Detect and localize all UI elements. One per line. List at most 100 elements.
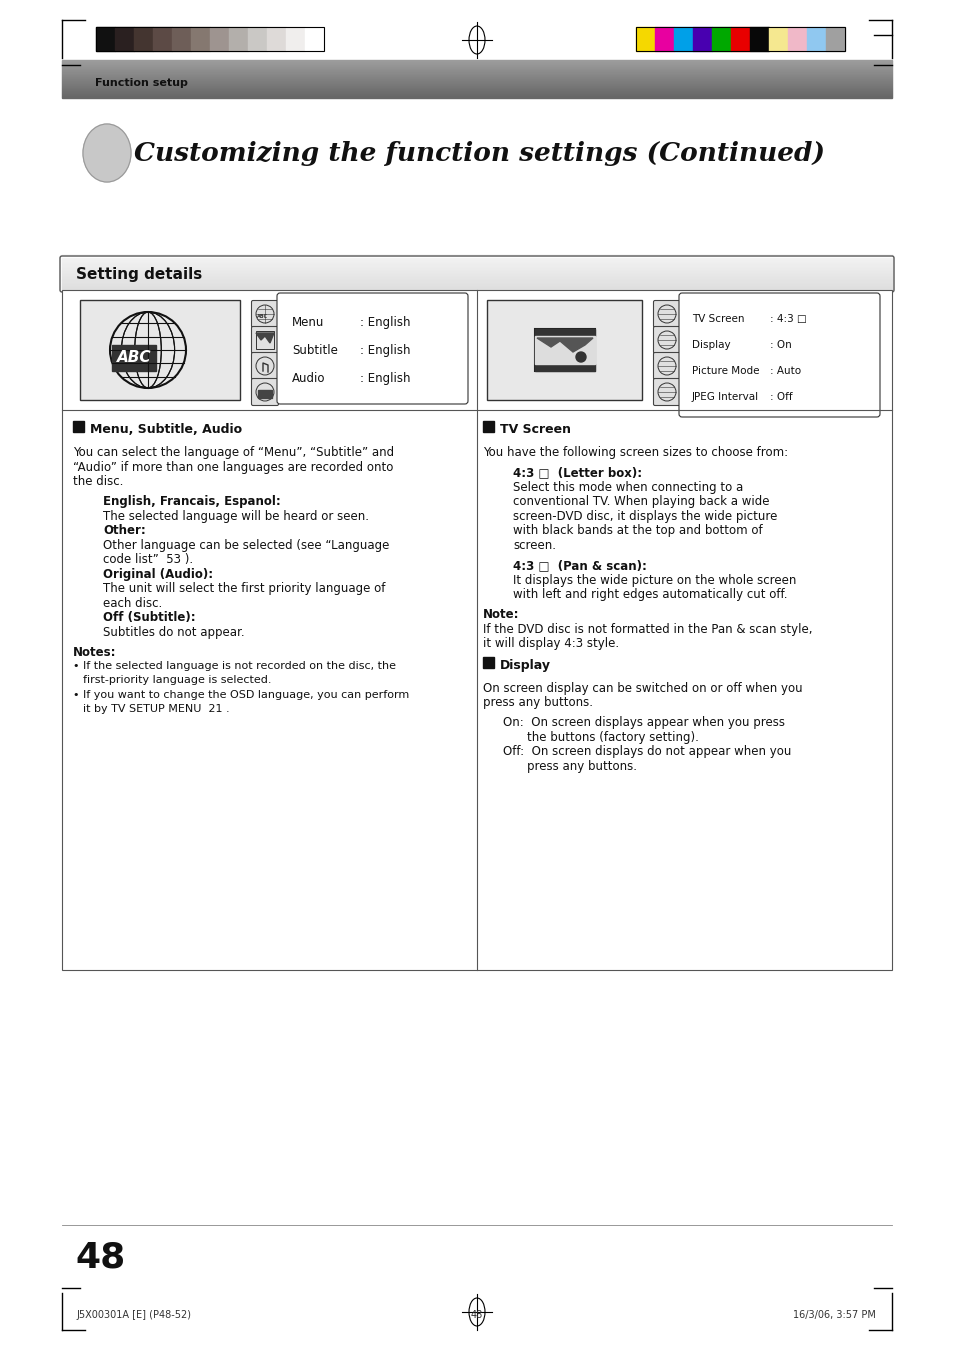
Text: “Audio” if more than one languages are recorded onto: “Audio” if more than one languages are r… (73, 461, 393, 473)
Bar (535, 330, 595, 372)
Text: screen-DVD disc, it displays the wide picture: screen-DVD disc, it displays the wide pi… (513, 509, 777, 523)
Text: with black bands at the top and bottom of: with black bands at the top and bottom o… (513, 524, 761, 538)
Text: Other:: Other: (103, 524, 146, 538)
Text: Function setup: Function setup (95, 78, 188, 88)
Bar (172, 27, 191, 51)
Text: each disc.: each disc. (103, 597, 162, 609)
Text: English, Francais, Espanol:: English, Francais, Espanol: (103, 496, 280, 508)
Text: with left and right edges automatically cut off.: with left and right edges automatically … (513, 588, 786, 601)
Circle shape (576, 353, 585, 362)
Bar (133, 27, 152, 51)
Bar (825, 27, 844, 51)
Text: J5X00301A [E] (P48-52): J5X00301A [E] (P48-52) (76, 1310, 191, 1320)
Text: Off (Subtitle):: Off (Subtitle): (103, 611, 195, 624)
Text: the buttons (factory setting).: the buttons (factory setting). (526, 731, 699, 744)
Text: The selected language will be heard or seen.: The selected language will be heard or s… (103, 509, 369, 523)
Text: TV Screen: TV Screen (691, 313, 743, 324)
FancyBboxPatch shape (276, 293, 468, 404)
Bar (673, 27, 692, 51)
Text: On:  On screen displays appear when you press: On: On screen displays appear when you p… (502, 716, 784, 730)
Text: code list”  53 ).: code list” 53 ). (103, 554, 193, 566)
Text: Customizing the function settings (Continued): Customizing the function settings (Conti… (133, 141, 824, 166)
Bar (210, 27, 229, 51)
Text: ABC: ABC (116, 350, 152, 366)
Text: Subtitles do not appear.: Subtitles do not appear. (103, 626, 244, 639)
Text: Select this mode when connecting to a: Select this mode when connecting to a (513, 481, 742, 494)
Text: first-priority language is selected.: first-priority language is selected. (83, 676, 272, 685)
Text: Original (Audio):: Original (Audio): (103, 567, 213, 581)
Bar (152, 27, 172, 51)
Text: the disc.: the disc. (73, 476, 123, 488)
Bar (73, 422, 84, 432)
Bar (80, 300, 240, 400)
Bar (535, 330, 595, 336)
FancyBboxPatch shape (653, 300, 679, 327)
Polygon shape (255, 332, 274, 343)
Text: JPEG Interval: JPEG Interval (691, 392, 759, 403)
Text: press any buttons.: press any buttons. (482, 696, 593, 709)
Bar (482, 657, 494, 667)
Text: Display: Display (499, 659, 551, 671)
Text: : English: : English (359, 372, 410, 385)
Bar (257, 390, 272, 399)
FancyBboxPatch shape (653, 327, 679, 354)
Text: it will display 4:3 style.: it will display 4:3 style. (482, 638, 618, 650)
Text: You can select the language of “Menu”, “Subtitle” and: You can select the language of “Menu”, “… (73, 446, 394, 459)
Bar (229, 27, 248, 51)
Bar (96, 27, 324, 51)
Text: press any buttons.: press any buttons. (526, 761, 637, 773)
Text: The unit will select the first priority language of: The unit will select the first priority … (103, 582, 385, 596)
Text: On screen display can be switched on or off when you: On screen display can be switched on or … (482, 682, 801, 694)
Text: Note:: Note: (482, 608, 519, 621)
Bar (535, 363, 595, 372)
Text: Setting details: Setting details (76, 267, 202, 282)
Text: Menu: Menu (292, 316, 324, 330)
Bar (62, 290, 891, 970)
Text: Display: Display (691, 340, 730, 350)
Bar (255, 331, 274, 349)
Bar (267, 27, 286, 51)
FancyBboxPatch shape (653, 353, 679, 380)
Ellipse shape (83, 124, 131, 182)
Text: : On: : On (769, 340, 791, 350)
Text: screen.: screen. (513, 539, 556, 551)
Text: ABC: ABC (256, 313, 267, 319)
Bar (806, 27, 825, 51)
Text: 4:3 □  (Pan & scan):: 4:3 □ (Pan & scan): (513, 559, 646, 571)
Bar (486, 300, 641, 400)
Bar (286, 27, 305, 51)
FancyBboxPatch shape (252, 327, 278, 354)
Text: : English: : English (359, 316, 410, 330)
Text: Subtitle: Subtitle (292, 345, 337, 357)
Text: conventional TV. When playing back a wide: conventional TV. When playing back a wid… (513, 496, 769, 508)
Text: If the DVD disc is not formatted in the Pan & scan style,: If the DVD disc is not formatted in the … (482, 623, 812, 636)
Bar (636, 27, 844, 51)
Bar (305, 27, 324, 51)
Text: : Auto: : Auto (769, 366, 801, 376)
Text: 16/3/06, 3:57 PM: 16/3/06, 3:57 PM (792, 1310, 875, 1320)
FancyBboxPatch shape (679, 293, 879, 417)
Bar (730, 27, 749, 51)
Bar (655, 27, 673, 51)
Text: • If you want to change the OSD language, you can perform: • If you want to change the OSD language… (73, 689, 409, 700)
Text: • If the selected language is not recorded on the disc, the: • If the selected language is not record… (73, 661, 395, 670)
Text: 48: 48 (75, 1240, 125, 1274)
Text: : 4:3 □: : 4:3 □ (769, 313, 806, 324)
Text: Picture Mode: Picture Mode (691, 366, 759, 376)
Text: Notes:: Notes: (73, 646, 116, 659)
Text: Off:  On screen displays do not appear when you: Off: On screen displays do not appear wh… (502, 746, 791, 758)
Bar (692, 27, 711, 51)
FancyBboxPatch shape (252, 378, 278, 405)
Text: 48: 48 (471, 1310, 482, 1320)
FancyBboxPatch shape (252, 353, 278, 380)
Polygon shape (537, 338, 593, 353)
Bar (787, 27, 806, 51)
Text: You have the following screen sizes to choose from:: You have the following screen sizes to c… (482, 446, 787, 459)
Bar (768, 27, 787, 51)
Text: Menu, Subtitle, Audio: Menu, Subtitle, Audio (90, 423, 242, 436)
Bar (535, 336, 595, 363)
Bar (96, 27, 115, 51)
Bar (749, 27, 768, 51)
Bar (112, 345, 156, 372)
Bar (115, 27, 133, 51)
